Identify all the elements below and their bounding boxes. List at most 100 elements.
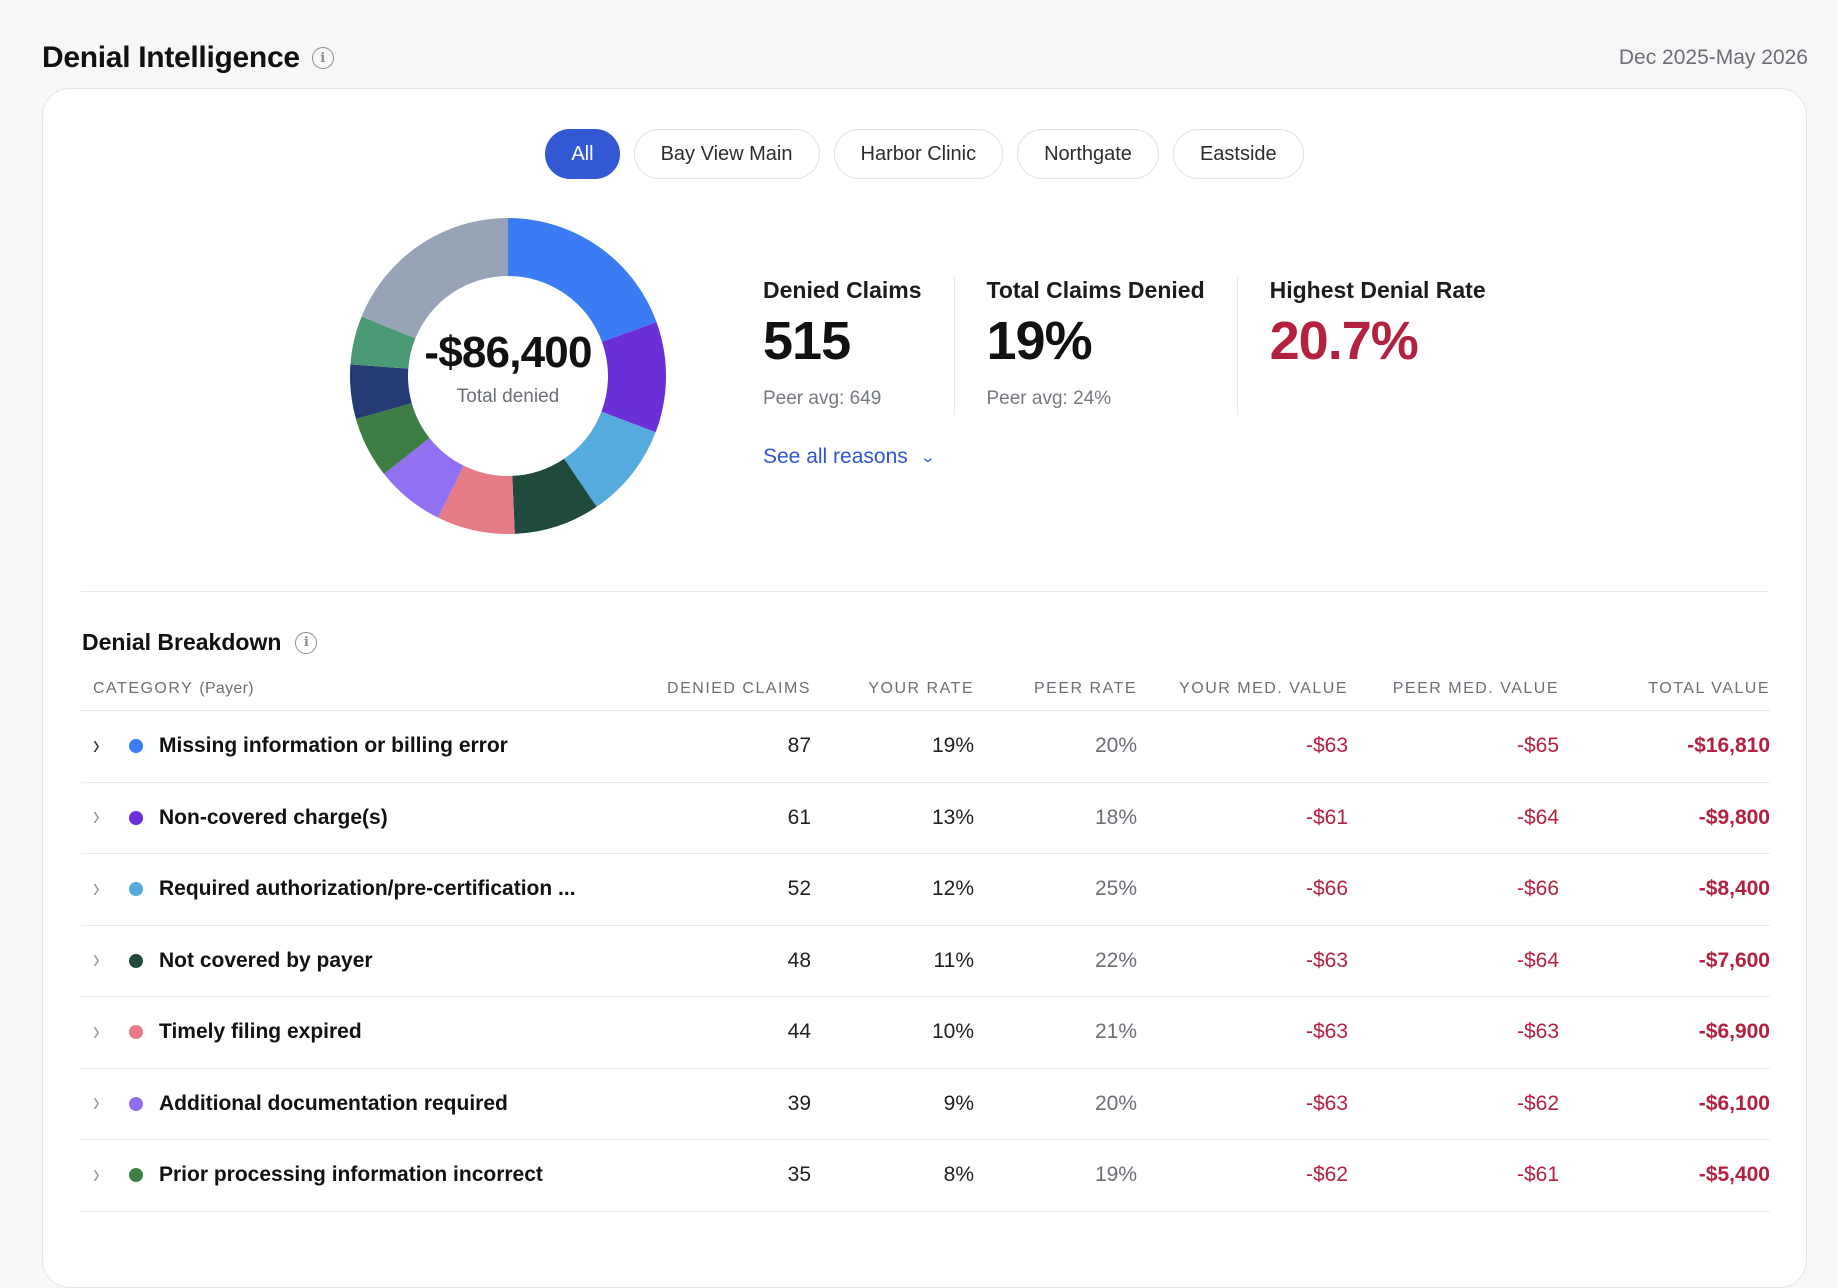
row-category: › Additional documentation required bbox=[81, 1088, 586, 1119]
page-title: Denial Intelligence bbox=[42, 41, 300, 74]
category-label: Missing information or billing error bbox=[159, 734, 508, 758]
tab-harbor-clinic[interactable]: Harbor Clinic bbox=[833, 129, 1004, 179]
cell-your-rate: 13% bbox=[931, 805, 974, 829]
donut-slice-2[interactable] bbox=[601, 322, 666, 433]
chevron-right-icon[interactable]: › bbox=[93, 801, 100, 833]
donut-slice-6[interactable] bbox=[383, 437, 464, 518]
col-category-sub: (Payer) bbox=[199, 679, 254, 697]
stat-total-claims-denied: Total Claims Denied 19% Peer avg: 24% bbox=[953, 277, 1237, 415]
row-category: › Non-covered charge(s) bbox=[81, 802, 586, 833]
chevron-right-icon[interactable]: › bbox=[93, 873, 100, 904]
stat-denied-claims: Denied Claims 515 Peer avg: 649 bbox=[763, 277, 954, 415]
table-row[interactable]: › Additional documentation required 39 9… bbox=[81, 1069, 1770, 1140]
col-peer-rate[interactable]: PEER RATE bbox=[1034, 679, 1137, 697]
row-category: › Prior processing information incorrect bbox=[81, 1159, 586, 1190]
cell-your-rate: 11% bbox=[933, 948, 974, 972]
cell-peer-rate: 19% bbox=[1094, 1163, 1137, 1187]
tab-bay-view-main[interactable]: Bay View Main bbox=[633, 129, 820, 179]
stat-value: 515 bbox=[763, 311, 851, 371]
cell-denied-claims: 52 bbox=[787, 877, 811, 901]
chevron-right-icon[interactable]: › bbox=[93, 944, 100, 976]
row-category: › Timely filing expired bbox=[81, 1016, 586, 1047]
donut-slice-10[interactable] bbox=[361, 218, 508, 339]
category-color-dot bbox=[129, 1168, 143, 1183]
cell-your-med-value: -$62 bbox=[1305, 1163, 1348, 1187]
cell-denied-claims: 44 bbox=[787, 1020, 811, 1044]
cell-peer-med-value: -$61 bbox=[1516, 1163, 1559, 1187]
tab-northgate[interactable]: Northgate bbox=[1017, 129, 1159, 179]
chevron-right-icon[interactable]: › bbox=[93, 1159, 100, 1190]
chevron-right-icon[interactable]: › bbox=[93, 730, 100, 761]
cell-your-med-value: -$61 bbox=[1305, 805, 1348, 829]
cell-your-med-value: -$63 bbox=[1305, 734, 1348, 758]
category-label: Non-covered charge(s) bbox=[159, 805, 388, 829]
see-all-reasons-link[interactable]: See all reasons ⌄ bbox=[763, 445, 936, 469]
cell-peer-med-value: -$66 bbox=[1516, 877, 1559, 901]
chevron-right-icon[interactable]: › bbox=[93, 1016, 100, 1047]
table-row[interactable]: › Timely filing expired 44 10% 21% -$63 … bbox=[81, 997, 1770, 1069]
cell-total-value: -$7,600 bbox=[1698, 948, 1770, 972]
tab-eastside[interactable]: Eastside bbox=[1172, 129, 1304, 179]
category-label: Timely filing expired bbox=[159, 1020, 362, 1044]
cell-denied-claims: 48 bbox=[787, 948, 811, 972]
denial-card: All Bay View Main Harbor Clinic Northgat… bbox=[42, 88, 1807, 1288]
stat-label: Highest Denial Rate bbox=[1269, 277, 1486, 303]
table-row[interactable]: › Non-covered charge(s) 61 13% 18% -$61 … bbox=[81, 783, 1770, 854]
table-row[interactable]: › Not covered by payer 48 11% 22% -$63 -… bbox=[81, 926, 1770, 997]
cell-peer-med-value: -$63 bbox=[1516, 1020, 1559, 1044]
cell-denied-claims: 87 bbox=[787, 734, 811, 758]
donut-total-value: -$86,400 bbox=[424, 328, 592, 377]
breakdown-title: Denial Breakdown bbox=[82, 629, 282, 655]
category-label: Not covered by payer bbox=[159, 948, 373, 972]
category-label: Prior processing information incorrect bbox=[159, 1163, 543, 1187]
col-your-rate[interactable]: YOUR RATE bbox=[868, 679, 974, 697]
stat-value: 20.7% bbox=[1269, 311, 1419, 371]
table-row[interactable]: › Prior processing information incorrect… bbox=[81, 1140, 1770, 1212]
cell-your-med-value: -$63 bbox=[1305, 948, 1348, 972]
donut-slice-1[interactable] bbox=[508, 218, 657, 342]
cell-total-value: -$5,400 bbox=[1698, 1163, 1770, 1187]
cell-total-value: -$6,100 bbox=[1698, 1091, 1770, 1115]
chevron-right-icon[interactable]: › bbox=[93, 1087, 100, 1119]
cell-peer-med-value: -$64 bbox=[1516, 805, 1559, 829]
cell-total-value: -$16,810 bbox=[1687, 734, 1770, 758]
col-total-value[interactable]: TOTAL VALUE bbox=[1648, 679, 1770, 697]
donut-slice-5[interactable] bbox=[438, 465, 515, 534]
donut-slice-4[interactable] bbox=[512, 458, 597, 534]
cell-your-rate: 9% bbox=[943, 1091, 974, 1115]
table-header: CATEGORY (Payer) DENIED CLAIMS YOUR RATE… bbox=[81, 667, 1770, 711]
category-color-dot bbox=[129, 1096, 143, 1111]
info-icon[interactable]: i bbox=[311, 47, 334, 69]
category-color-dot bbox=[129, 882, 143, 897]
tab-all[interactable]: All bbox=[545, 129, 620, 179]
stat-peer-avg: Peer avg: 24% bbox=[986, 388, 1112, 409]
category-color-dot bbox=[129, 739, 143, 754]
donut-chart: -$86,400 Total denied bbox=[348, 216, 668, 536]
title-group: Denial Intelligence i bbox=[42, 41, 334, 75]
cell-your-rate: 8% bbox=[943, 1163, 974, 1187]
cell-peer-med-value: -$62 bbox=[1516, 1091, 1559, 1115]
breakdown-table: CATEGORY (Payer) DENIED CLAIMS YOUR RATE… bbox=[81, 667, 1770, 1212]
table-row[interactable]: › Required authorization/pre-certificati… bbox=[81, 854, 1770, 926]
cell-peer-rate: 18% bbox=[1094, 805, 1137, 829]
row-category: › Not covered by payer bbox=[81, 945, 586, 976]
donut-center: -$86,400 Total denied bbox=[348, 216, 668, 536]
col-category[interactable]: CATEGORY (Payer) bbox=[81, 680, 586, 698]
stat-label: Denied Claims bbox=[763, 277, 922, 303]
donut-slice-3[interactable] bbox=[564, 411, 656, 507]
date-range[interactable]: Dec 2025-May 2026 bbox=[1618, 46, 1808, 69]
col-your-med-value[interactable]: YOUR MED. VALUE bbox=[1179, 679, 1348, 697]
col-denied-claims[interactable]: DENIED CLAIMS bbox=[667, 679, 811, 697]
chevron-down-icon: ⌄ bbox=[919, 448, 936, 465]
donut-slice-7[interactable] bbox=[355, 403, 430, 474]
cell-peer-rate: 20% bbox=[1094, 734, 1137, 758]
row-category: › Required authorization/pre-certificati… bbox=[81, 873, 586, 904]
col-peer-med-value[interactable]: PEER MED. VALUE bbox=[1392, 679, 1559, 697]
donut-slice-8[interactable] bbox=[350, 364, 412, 419]
table-row[interactable]: › Missing information or billing error 8… bbox=[81, 711, 1770, 783]
info-icon[interactable]: i bbox=[295, 631, 318, 654]
donut-slice-9[interactable] bbox=[350, 316, 416, 369]
cell-peer-rate: 21% bbox=[1094, 1020, 1137, 1044]
stat-highest-denial-rate: Highest Denial Rate 20.7% bbox=[1236, 277, 1518, 415]
cell-your-med-value: -$66 bbox=[1305, 877, 1348, 901]
